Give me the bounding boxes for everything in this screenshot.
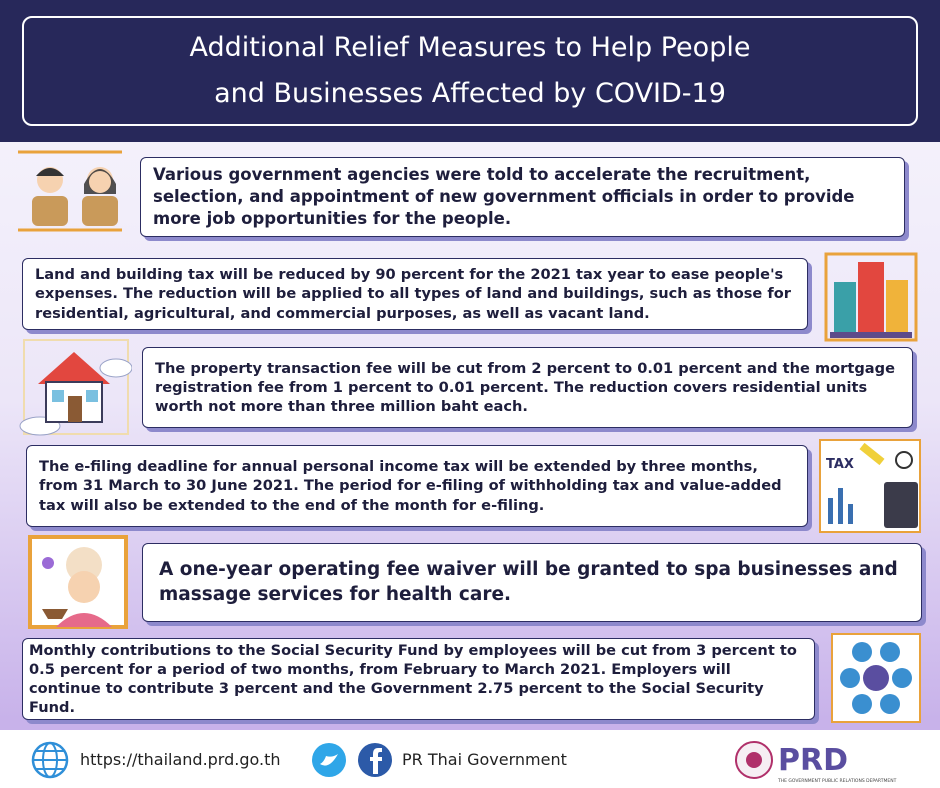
footer-social: PR Thai Government bbox=[402, 750, 567, 769]
logo-text: PRD bbox=[778, 743, 848, 778]
social-icons bbox=[312, 743, 392, 777]
item-box: Various government agencies were told to… bbox=[140, 157, 905, 237]
item-text: Land and building tax will be reduced by… bbox=[35, 266, 791, 322]
item-text: A one-year operating fee waiver will be … bbox=[159, 559, 898, 605]
tax-icon: TAX bbox=[819, 439, 921, 533]
item-box: Land and building tax will be reduced by… bbox=[22, 258, 808, 330]
title-line: Additional Relief Measures to Help Peopl… bbox=[189, 32, 751, 63]
house-icon bbox=[19, 339, 132, 436]
buildings-icon bbox=[824, 252, 918, 342]
officials-icon bbox=[18, 150, 122, 232]
footer-url[interactable]: https://thailand.prd.go.th bbox=[80, 750, 281, 769]
globe-icon bbox=[31, 741, 69, 779]
item-box: The property transaction fee will be cut… bbox=[142, 347, 913, 428]
item-box: A one-year operating fee waiver will be … bbox=[142, 543, 922, 622]
item-text: Monthly contributions to the Social Secu… bbox=[29, 641, 797, 717]
footer: https://thailand.prd.go.th PR Thai Gover… bbox=[0, 730, 940, 788]
tax-label: TAX bbox=[826, 457, 854, 472]
prd-logo: PRD THE GOVERNMENT PUBLIC RELATIONS DEPA… bbox=[735, 741, 897, 784]
item-text: Various government agencies were told to… bbox=[153, 165, 855, 228]
item-text: The property transaction fee will be cut… bbox=[155, 359, 895, 416]
spa-icon bbox=[28, 535, 128, 629]
item-box: The e-filing deadline for annual persona… bbox=[26, 445, 808, 527]
logo-caption: THE GOVERNMENT PUBLIC RELATIONS DEPARTME… bbox=[777, 778, 897, 784]
social-security-icon bbox=[831, 633, 921, 723]
title-box: Additional Relief Measures to Help Peopl… bbox=[22, 16, 918, 126]
header: Additional Relief Measures to Help Peopl… bbox=[0, 0, 940, 142]
item-text: The e-filing deadline for annual persona… bbox=[39, 458, 782, 514]
title-line: and Businesses Affected by COVID-19 bbox=[214, 78, 726, 109]
item-box: Monthly contributions to the Social Secu… bbox=[22, 638, 815, 720]
